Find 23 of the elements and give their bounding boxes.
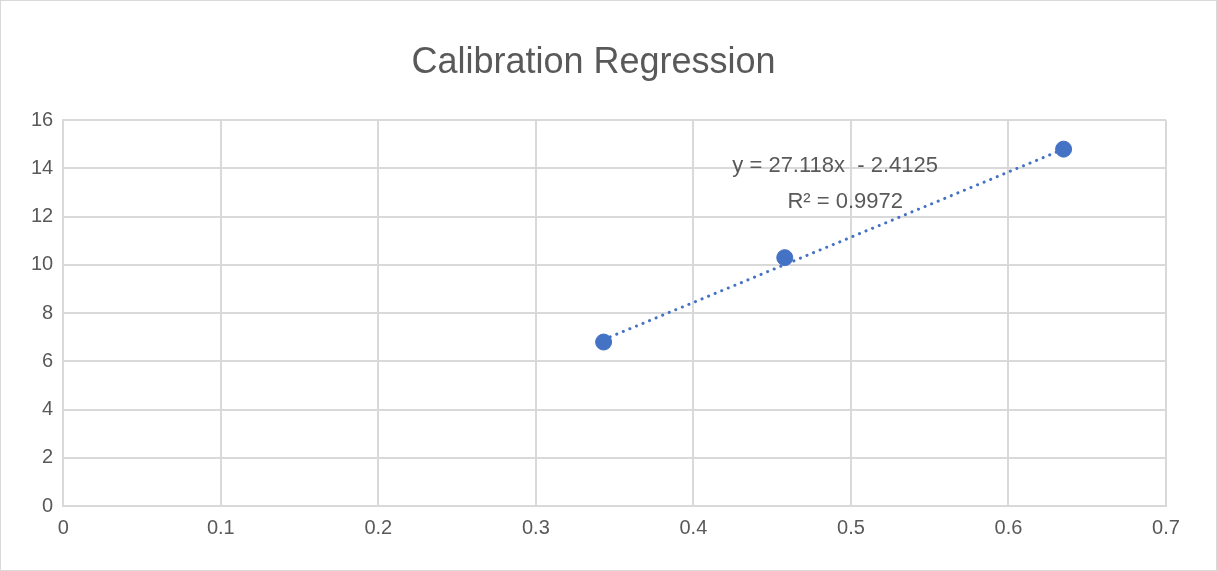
y-tick-label: 4 bbox=[42, 397, 54, 420]
x-tick-label: 0.5 bbox=[837, 515, 865, 538]
x-tick-label: 0.3 bbox=[521, 515, 550, 538]
x-tick-label: 0.4 bbox=[679, 515, 708, 538]
y-tick-label: 14 bbox=[31, 155, 54, 178]
y-tick-label: 0 bbox=[42, 493, 54, 516]
x-tick-label: 0.1 bbox=[206, 515, 235, 538]
annotation: y = 27.118x - 2.4125 bbox=[732, 152, 939, 178]
x-tick-label: 0.6 bbox=[994, 515, 1023, 538]
point bbox=[595, 333, 613, 351]
chart-title: Calibration Regression bbox=[411, 39, 776, 81]
y-tick-label: 8 bbox=[42, 300, 54, 323]
annotation: R² = 0.9972 bbox=[787, 188, 903, 214]
x-tick-label: 0.2 bbox=[364, 515, 393, 538]
x-tick-label: 0.7 bbox=[1152, 515, 1180, 538]
y-tick-label: 12 bbox=[31, 204, 54, 227]
point bbox=[1055, 140, 1073, 158]
y-tick-label: 16 bbox=[31, 107, 54, 130]
y-tick-label: 10 bbox=[31, 252, 54, 275]
y-tick-label: 6 bbox=[42, 348, 54, 371]
y-tick-label: 2 bbox=[42, 445, 54, 468]
point bbox=[776, 249, 794, 267]
x-tick-label: 0 bbox=[57, 515, 69, 538]
